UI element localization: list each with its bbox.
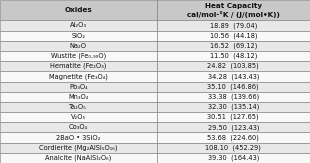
- Bar: [0, 71, 157, 82]
- Text: Heat Capacity
cal/mol-°K / (J/(mol•K)): Heat Capacity cal/mol-°K / (J/(mol•K)): [187, 3, 280, 18]
- Bar: [0, 112, 157, 122]
- Bar: [0, 51, 157, 61]
- Bar: [0, 0, 157, 20]
- Text: Wustite (Fe₀.₉₉O): Wustite (Fe₀.₉₉O): [51, 53, 106, 59]
- Bar: [0, 41, 157, 51]
- Bar: [157, 112, 310, 122]
- Text: Hematite (Fe₂O₃): Hematite (Fe₂O₃): [50, 63, 106, 69]
- Bar: [157, 0, 310, 20]
- Bar: [0, 122, 157, 132]
- Bar: [157, 143, 310, 153]
- Text: Ta₂O₅: Ta₂O₅: [69, 104, 87, 110]
- Text: 29.50  (123.43): 29.50 (123.43): [207, 124, 259, 131]
- Bar: [157, 61, 310, 71]
- Text: 53.68  (224.60): 53.68 (224.60): [207, 134, 259, 141]
- Text: 2BaO • 3SiO₂: 2BaO • 3SiO₂: [56, 134, 100, 141]
- Bar: [0, 153, 157, 163]
- Text: Analcite (NaAlSi₂O₆): Analcite (NaAlSi₂O₆): [45, 155, 112, 161]
- Text: Cordierite (Mg₂AlSi₅O₁₆): Cordierite (Mg₂AlSi₅O₁₆): [39, 144, 117, 151]
- Bar: [0, 102, 157, 112]
- Text: 39.30  (164.43): 39.30 (164.43): [208, 155, 259, 161]
- Text: 16.52  (69.12): 16.52 (69.12): [210, 43, 257, 49]
- Text: V₂O₅: V₂O₅: [71, 114, 86, 120]
- Text: Magnetite (Fe₃O₄): Magnetite (Fe₃O₄): [49, 73, 108, 80]
- Text: 32.30  (135.14): 32.30 (135.14): [208, 104, 259, 110]
- Text: 11.50  (48.12): 11.50 (48.12): [210, 53, 257, 59]
- Text: Al₂O₃: Al₂O₃: [70, 22, 87, 29]
- Text: SiO₂: SiO₂: [71, 33, 85, 39]
- Bar: [157, 51, 310, 61]
- Text: Na₂O: Na₂O: [70, 43, 87, 49]
- Text: Oxides: Oxides: [64, 7, 92, 13]
- Text: 24.82  (103.85): 24.82 (103.85): [207, 63, 259, 69]
- Bar: [157, 41, 310, 51]
- Bar: [0, 20, 157, 31]
- Bar: [0, 143, 157, 153]
- Text: 108.10  (452.29): 108.10 (452.29): [205, 144, 261, 151]
- Text: 35.10  (146.86): 35.10 (146.86): [207, 83, 259, 90]
- Bar: [157, 31, 310, 41]
- Text: 18.89  (79.04): 18.89 (79.04): [210, 22, 257, 29]
- Bar: [157, 122, 310, 132]
- Bar: [0, 132, 157, 143]
- Text: Mn₃O₄: Mn₃O₄: [68, 94, 88, 100]
- Text: Co₃O₄: Co₃O₄: [69, 124, 88, 130]
- Text: 34.28  (143.43): 34.28 (143.43): [207, 73, 259, 80]
- Bar: [157, 132, 310, 143]
- Bar: [0, 82, 157, 92]
- Text: Pb₃O₄: Pb₃O₄: [69, 84, 88, 90]
- Text: 33.38  (139.66): 33.38 (139.66): [208, 94, 259, 100]
- Bar: [157, 20, 310, 31]
- Bar: [157, 92, 310, 102]
- Bar: [157, 82, 310, 92]
- Bar: [157, 71, 310, 82]
- Text: 30.51  (127.65): 30.51 (127.65): [207, 114, 259, 120]
- Bar: [0, 31, 157, 41]
- Bar: [157, 102, 310, 112]
- Text: 10.56  (44.18): 10.56 (44.18): [210, 32, 257, 39]
- Bar: [157, 153, 310, 163]
- Bar: [0, 92, 157, 102]
- Bar: [0, 61, 157, 71]
